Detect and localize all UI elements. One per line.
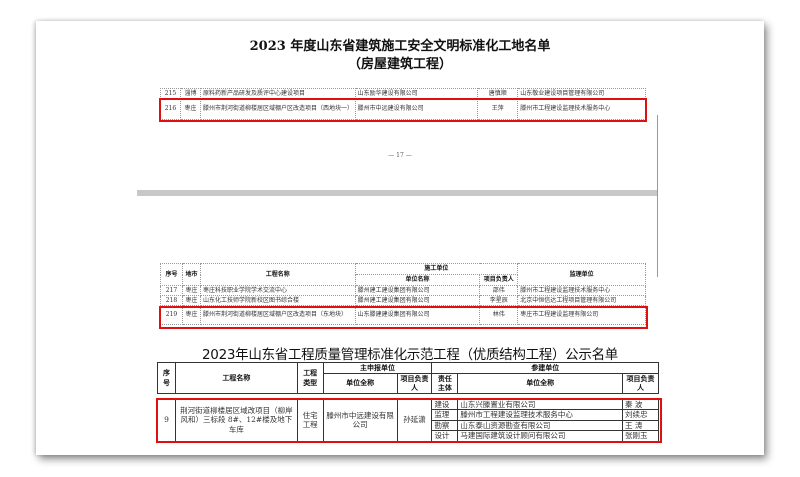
cell-no: 216: [160, 98, 181, 120]
table-row: 设计 马建国际建筑设计顾问有限公司 张刚玉: [158, 430, 659, 442]
cell-city: 枣庄: [179, 98, 201, 120]
cell-unit: 山东滕建建设集团有限公司: [354, 305, 481, 325]
cell-name: 滕州市荆河街道柳楼居区域棚户区改造项目（西地块一）: [199, 98, 356, 120]
cell-name: 原料药新产品研发及质评中心建设项目: [199, 88, 356, 99]
header-part: 参建单位: [431, 362, 659, 374]
header-main: 主申报单位: [322, 362, 433, 374]
cell-supervisor: 枣庄市工程建设监理有限公司: [517, 305, 646, 325]
cell-manager: 邵伟: [479, 285, 519, 296]
header-part-unit: 单位全称: [457, 372, 623, 394]
cell-unit: 滕州市中远建设有限公司: [354, 98, 479, 120]
header-name: 工程名称: [174, 362, 298, 394]
cell-manager: 孙延潇: [396, 398, 433, 442]
header-name: 工程名称: [199, 263, 356, 286]
cell-no: 217: [160, 285, 183, 296]
cell-supervisor: 滕州市工程建设监理技术服务中心: [517, 98, 646, 120]
doc3-title: 2023年山东省工程质量管理标准化示范工程（优质结构工程）公示名单: [202, 347, 618, 363]
cell-manager: 唐慎顺: [477, 88, 519, 99]
header-manager: 项目负责人: [479, 274, 519, 286]
table-row: 219 枣庄 滕州市荆河街道柳楼居区域棚户区改造项目（东地块） 山东滕建建设集团有限公…: [160, 305, 646, 325]
cell-part-unit: 山东兴滕置业有限公司: [457, 398, 623, 410]
cell-city: 淄博: [179, 88, 201, 99]
header-city: 地市: [181, 263, 201, 286]
cell-unit: 山东励华建设有限公司: [354, 88, 479, 99]
cell-part-manager: 张刚玉: [622, 430, 659, 442]
header-type: 工程类型: [296, 362, 324, 394]
doc1-subtitle: （房屋建筑工程）: [347, 57, 452, 72]
header-part-manager: 项目负责人: [622, 372, 659, 394]
cell-no: 9: [157, 398, 176, 442]
cell-name: 山东化工技师学院新校区图书综合楼: [199, 295, 356, 306]
cell-unit: 滕州市中远建设有限公司: [322, 398, 398, 442]
cell-part-manager: 秦 波: [622, 398, 659, 410]
table-row: 217 枣庄 枣庄科技职业学院学术交流中心 滕州建工建设集团有限公司 邵伟 滕州市工程建设…: [160, 285, 646, 296]
header-unit: 单位名称: [354, 274, 481, 286]
header-role: 责任主体: [431, 372, 459, 394]
cell-role: 勘察: [431, 419, 459, 431]
cell-part-manager: 刘续忠: [622, 409, 659, 421]
cell-city: 枣庄: [181, 305, 201, 325]
cell-part-unit: 滕州市工程建设监理技术服务中心: [457, 409, 623, 421]
table-row: 218 枣庄 山东化工技师学院新校区图书综合楼 滕州建工建设集团有限公司 李星辰 北京中恒…: [160, 295, 646, 306]
table-row: 215 淄博 原料药新产品研发及质评中心建设项目 山东励华建设有限公司 唐慎顺 山东敬业建…: [160, 88, 646, 99]
header-contractor: 施工单位: [354, 263, 519, 275]
doc1-table: 215 淄博 原料药新产品研发及质评中心建设项目 山东励华建设有限公司 唐慎顺 山东敬业建…: [160, 88, 646, 120]
cell-no: 215: [160, 88, 181, 99]
page-separator: [137, 190, 658, 196]
cell-no: 219: [160, 305, 183, 325]
cell-supervisor: 北京中恒信达工程项目管理有限公司: [517, 295, 646, 306]
header-main-manager: 项目负责人: [396, 372, 433, 394]
cell-part-unit: 山东泰山资源勘查有限公司: [457, 419, 623, 431]
cell-type: 住宅工程: [296, 398, 324, 442]
cell-supervisor: 山东敬业建设项目管理有限公司: [517, 88, 646, 99]
doc3-table: 序号 工程名称 工程类型 主申报单位 参建单位 单位全称 项目负责人 责任主体 单位全称 项目负…: [157, 362, 659, 442]
cell-role: 建设: [431, 398, 459, 410]
page-edge: [657, 115, 658, 277]
cell-part-unit: 马建国际建筑设计顾问有限公司: [457, 430, 623, 442]
header-no: 序号: [160, 263, 183, 286]
table-row: 9 荆河街道柳楼居区域改项目（柳岸风和）三标段 8#、12#楼及地下车库 住宅工程滕…: [157, 398, 659, 442]
cell-name: 滕州市荆河街道柳楼居区域棚户区改造项目（东地块）: [199, 305, 356, 325]
cell-part-manager: 王 涛: [622, 419, 659, 431]
cell-city: 枣庄: [181, 285, 201, 296]
cell-role: 监理: [431, 409, 459, 421]
doc1-title: 2023 年度山东省建筑施工安全文明标准化工地名单: [249, 39, 551, 54]
cell-no: 218: [160, 295, 183, 306]
cell-supervisor: 滕州市工程建设监理技术服务中心: [517, 285, 646, 296]
cell-manager: 林伟: [479, 305, 519, 325]
doc2-table: 序号 地市 工程名称 施工单位 监理单位 单位名称 项目负责人 217 枣庄 枣庄科技职业学院…: [160, 263, 646, 325]
page-number: — 17 —: [388, 152, 412, 159]
cell-name: 枣庄科技职业学院学术交流中心: [199, 285, 356, 296]
cell-unit: 滕州建工建设集团有限公司: [354, 295, 481, 306]
cell-name: 荆河街道柳楼居区域改项目（柳岸风和）三标段 8#、12#楼及地下车库: [174, 398, 298, 442]
header-main-unit: 单位全称: [322, 372, 398, 394]
cell-unit: 滕州建工建设集团有限公司: [354, 285, 481, 296]
header-supervisor: 监理单位: [517, 263, 646, 286]
table-row: 216 枣庄 滕州市荆河街道柳楼居区域棚户区改造项目（西地块一） 滕州市中远建设有限公…: [160, 98, 646, 120]
cell-city: 枣庄: [181, 295, 201, 306]
header-no: 序号: [157, 362, 176, 394]
cell-manager: 李星辰: [479, 295, 519, 306]
cell-role: 设计: [431, 430, 459, 442]
cell-manager: 王萍: [477, 98, 519, 120]
